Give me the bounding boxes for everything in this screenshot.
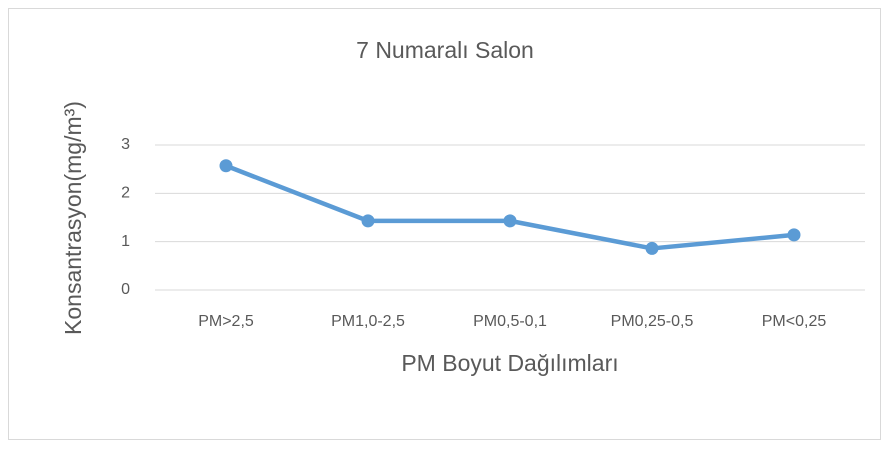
y-tick-label: 0 [121, 281, 130, 298]
y-axis-label: Konsantrasyon(mg/m³) [60, 101, 86, 335]
x-tick-label: PM1,0-2,5 [331, 313, 405, 330]
marker [361, 214, 375, 228]
marker [219, 159, 233, 173]
x-tick-label: PM>2,5 [198, 313, 254, 330]
marker [645, 241, 659, 255]
x-tick-label: PM<0,25 [762, 313, 827, 330]
x-tick-label: PM0,25-0,5 [611, 313, 694, 330]
y-tick-label: 3 [121, 136, 130, 153]
y-tick-label: 2 [121, 185, 130, 202]
marker [503, 214, 517, 228]
marker [787, 228, 801, 242]
chart-border [8, 8, 881, 440]
x-tick-label: PM0,5-0,1 [473, 313, 547, 330]
y-tick-label: 1 [121, 233, 130, 250]
x-axis-label: PM Boyut Dağılımları [401, 350, 618, 376]
chart-title: 7 Numaralı Salon [356, 37, 534, 63]
